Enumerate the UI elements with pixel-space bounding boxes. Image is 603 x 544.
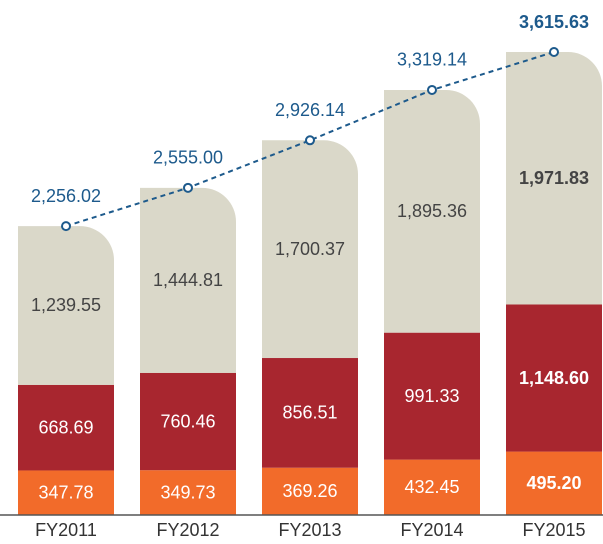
x-tick-label: FY2011 bbox=[35, 520, 97, 540]
segment-label: 1,148.60 bbox=[519, 368, 589, 388]
bar-segment bbox=[18, 470, 114, 515]
segment-label: 369.26 bbox=[282, 481, 337, 501]
total-marker bbox=[183, 182, 193, 193]
segment-label: 991.33 bbox=[404, 386, 459, 406]
total-marker bbox=[549, 47, 559, 57]
bar-segment bbox=[140, 372, 236, 471]
segment-label: 1,971.83 bbox=[519, 168, 589, 188]
segment-label: 1,700.37 bbox=[275, 239, 345, 259]
total-marker bbox=[61, 221, 71, 232]
total-label: 3,319.14 bbox=[397, 50, 467, 70]
segment-label: 1,444.81 bbox=[153, 270, 223, 290]
bar-segment bbox=[506, 451, 602, 515]
total-label: 2,256.02 bbox=[31, 186, 101, 206]
total-label: 2,926.14 bbox=[275, 100, 345, 120]
total-marker bbox=[427, 84, 437, 95]
x-tick-label: FY2013 bbox=[278, 520, 341, 540]
bar-segment bbox=[506, 304, 602, 452]
segment-label: 856.51 bbox=[282, 403, 337, 423]
segment-label: 347.78 bbox=[38, 482, 93, 502]
segment-label: 1,895.36 bbox=[397, 201, 467, 221]
segment-label: 349.73 bbox=[160, 482, 215, 502]
bar-segment bbox=[384, 459, 480, 515]
x-tick-label: FY2015 bbox=[522, 520, 585, 540]
bar-segment bbox=[262, 467, 358, 515]
bar-segment bbox=[384, 332, 480, 460]
bar-segment bbox=[18, 384, 114, 471]
segment-label: 668.69 bbox=[38, 417, 93, 437]
total-label: 3,615.63 bbox=[519, 12, 589, 32]
x-tick-label: FY2014 bbox=[400, 520, 463, 540]
bar-segment bbox=[506, 52, 602, 305]
bar-segment bbox=[18, 226, 114, 385]
total-line bbox=[65, 51, 555, 228]
segment-label: 1,239.55 bbox=[31, 295, 101, 315]
total-label: 2,555.00 bbox=[153, 148, 223, 168]
bar-segment bbox=[140, 187, 236, 373]
bar-segment bbox=[140, 470, 236, 515]
segment-label: 432.45 bbox=[404, 477, 459, 497]
segment-label: 495.20 bbox=[526, 473, 581, 493]
total-marker bbox=[305, 135, 315, 146]
x-tick-label: FY2012 bbox=[156, 520, 219, 540]
bar-segment bbox=[384, 89, 480, 333]
segment-label: 760.46 bbox=[160, 411, 215, 431]
bar-segment bbox=[262, 140, 358, 359]
bar-segment bbox=[262, 358, 358, 468]
